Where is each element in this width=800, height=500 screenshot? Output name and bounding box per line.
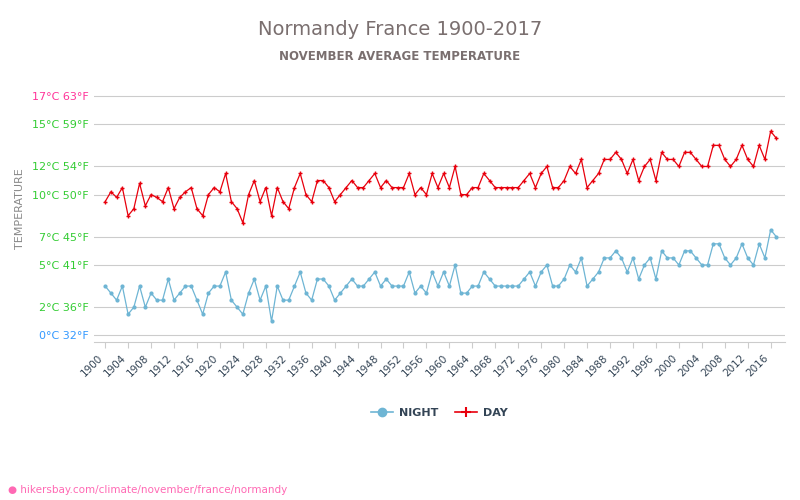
Text: ● hikersbay.com/climate/november/france/normandy: ● hikersbay.com/climate/november/france/… — [8, 485, 287, 495]
Text: Normandy France 1900-2017: Normandy France 1900-2017 — [258, 20, 542, 39]
Text: NOVEMBER AVERAGE TEMPERATURE: NOVEMBER AVERAGE TEMPERATURE — [279, 50, 521, 63]
Y-axis label: TEMPERATURE: TEMPERATURE — [15, 168, 25, 249]
Legend: NIGHT, DAY: NIGHT, DAY — [366, 404, 512, 422]
